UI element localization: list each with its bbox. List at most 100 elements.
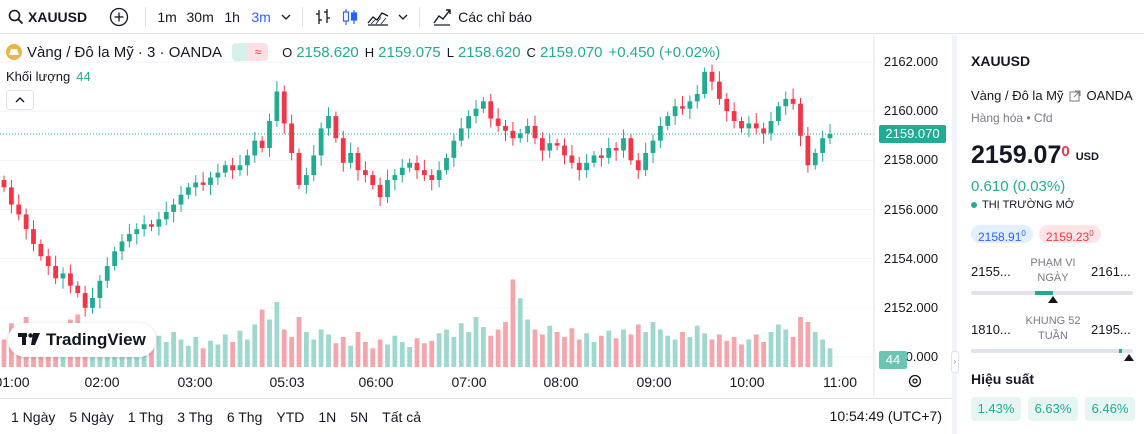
candle-body — [8, 187, 14, 205]
volume-bar — [724, 340, 730, 367]
time-tick-label: 02:00 — [84, 374, 120, 390]
candle-body — [333, 116, 339, 139]
panel-price-fraction: 0 — [1061, 143, 1070, 160]
area-chart-icon — [367, 11, 389, 26]
candle-body — [318, 128, 324, 156]
candle-body — [739, 121, 744, 129]
candle-body — [716, 81, 722, 99]
volume-bar — [680, 332, 685, 367]
volume-bar — [385, 344, 390, 367]
area-style-button[interactable] — [363, 0, 393, 33]
volume-legend[interactable]: Khối lượng 44 — [6, 69, 91, 84]
range-button[interactable]: Tất cả — [382, 408, 422, 425]
day-range-label: PHẠM VI NGÀY — [1030, 257, 1076, 284]
symbol-search-button[interactable]: XAUUSD — [0, 0, 87, 33]
gold-symbol-icon — [6, 44, 22, 60]
volume-bar — [495, 329, 501, 367]
candle-body — [149, 224, 154, 227]
market-badge[interactable]: ≈ — [232, 43, 269, 61]
external-link-icon[interactable] — [1069, 90, 1081, 102]
compare-button[interactable] — [99, 0, 139, 33]
panel-symbol[interactable]: XAUUSD — [971, 53, 1031, 69]
candle-body — [31, 229, 36, 244]
candle-body — [163, 211, 169, 220]
volume-value: 44 — [76, 69, 91, 84]
panel-exchange[interactable]: OANDA — [1086, 88, 1133, 103]
volume-bar — [414, 338, 420, 367]
volume-bar — [562, 337, 567, 367]
candle-body — [67, 273, 73, 286]
volume-bar — [827, 348, 833, 367]
tradingview-mark-icon — [18, 332, 40, 349]
range-button[interactable]: 5N — [350, 408, 369, 425]
interval-3m-button[interactable]: 3m — [251, 8, 271, 25]
candle-body — [97, 280, 103, 298]
candle-body — [289, 123, 295, 153]
volume-bar — [444, 329, 449, 367]
panel-collapse-handle[interactable]: › — [951, 351, 959, 373]
interval-dropdown-button[interactable] — [276, 0, 296, 33]
candle-body — [827, 134, 833, 139]
range-button[interactable]: 3 Thg — [177, 408, 213, 425]
clock-timezone[interactable]: 10:54:49 (UTC+7) — [829, 408, 942, 424]
performance-1m[interactable]: 6.63% — [1028, 397, 1078, 421]
bid-fraction: 0 — [1021, 229, 1026, 238]
week52-range: 1810... KHUNG 52 TUẦN 2195... — [971, 311, 1144, 349]
price-tick-label: 2152.000 — [883, 299, 939, 315]
candle-body — [628, 138, 634, 161]
performance-3m[interactable]: 6.46% — [1085, 397, 1135, 421]
candle-body — [23, 214, 29, 230]
range-button[interactable]: 1 Thg — [127, 408, 164, 425]
candle-body — [532, 125, 538, 139]
panel-category: Hàng hóa • Cfd — [971, 111, 1053, 125]
candle-body — [606, 148, 612, 158]
volume-bar — [451, 337, 457, 367]
volume-bar — [149, 347, 154, 367]
volume-bar — [510, 279, 516, 367]
volume-bar — [200, 348, 206, 367]
time-tick-label: 10:00 — [729, 374, 765, 390]
indicators-button[interactable]: Các chỉ báo — [426, 0, 538, 33]
volume-bar — [650, 322, 656, 367]
settings-gear-icon[interactable] — [907, 373, 923, 389]
candles-style-button[interactable] — [337, 0, 363, 33]
bid-pill: 2158.910 — [971, 225, 1033, 244]
candle-body — [60, 273, 66, 279]
bar-style-button[interactable] — [309, 0, 337, 33]
legend-title[interactable]: Vàng / Đô la Mỹ · 3 · OANDA — [27, 43, 223, 61]
open-label: O — [282, 44, 293, 60]
symbol-label: XAUUSD — [28, 8, 88, 25]
candle-body — [429, 175, 435, 180]
volume-bar — [591, 342, 597, 367]
candle-body — [156, 219, 162, 227]
low-label: L — [446, 44, 454, 60]
range-button[interactable]: 1 Ngày — [11, 408, 56, 425]
candle-body — [775, 106, 781, 121]
interval-30m-button[interactable]: 30m — [186, 8, 214, 25]
candle-body — [274, 91, 280, 121]
volume-bar — [665, 335, 671, 367]
collapse-legend-button[interactable] — [6, 90, 34, 110]
volume-bar — [539, 334, 545, 367]
chart-style-dropdown-button[interactable] — [393, 0, 413, 33]
interval-1h-button[interactable]: 1h — [224, 8, 240, 25]
candles-icon — [343, 8, 358, 25]
interval-1m-button[interactable]: 1m — [157, 8, 177, 25]
range-button[interactable]: 1N — [318, 408, 337, 425]
time-tick-label: 05:03 — [269, 374, 305, 390]
panel-name-text: Vàng / Đô la Mỹ — [971, 88, 1064, 103]
tradingview-logo[interactable]: TradingView — [8, 323, 156, 357]
candle-body — [451, 140, 457, 158]
chart-pane[interactable]: Vàng / Đô la Mỹ · 3 · OANDA ≈ O 2158.620 … — [0, 35, 952, 397]
close-value: 2159.070 — [539, 43, 603, 61]
day-range-marker-icon — [1047, 296, 1058, 303]
range-button[interactable]: YTD — [276, 408, 305, 425]
volume-bar — [429, 340, 435, 367]
range-button[interactable]: 5 Ngày — [69, 408, 114, 425]
volume-bar — [355, 332, 361, 367]
volume-bar — [326, 334, 331, 367]
range-button[interactable]: 6 Thg — [226, 408, 263, 425]
performance-1w[interactable]: 1.43% — [971, 397, 1021, 421]
market-status[interactable]: THỊ TRƯỜNG MỞ — [971, 199, 1144, 211]
ask-pill: 2159.230 — [1038, 225, 1101, 244]
